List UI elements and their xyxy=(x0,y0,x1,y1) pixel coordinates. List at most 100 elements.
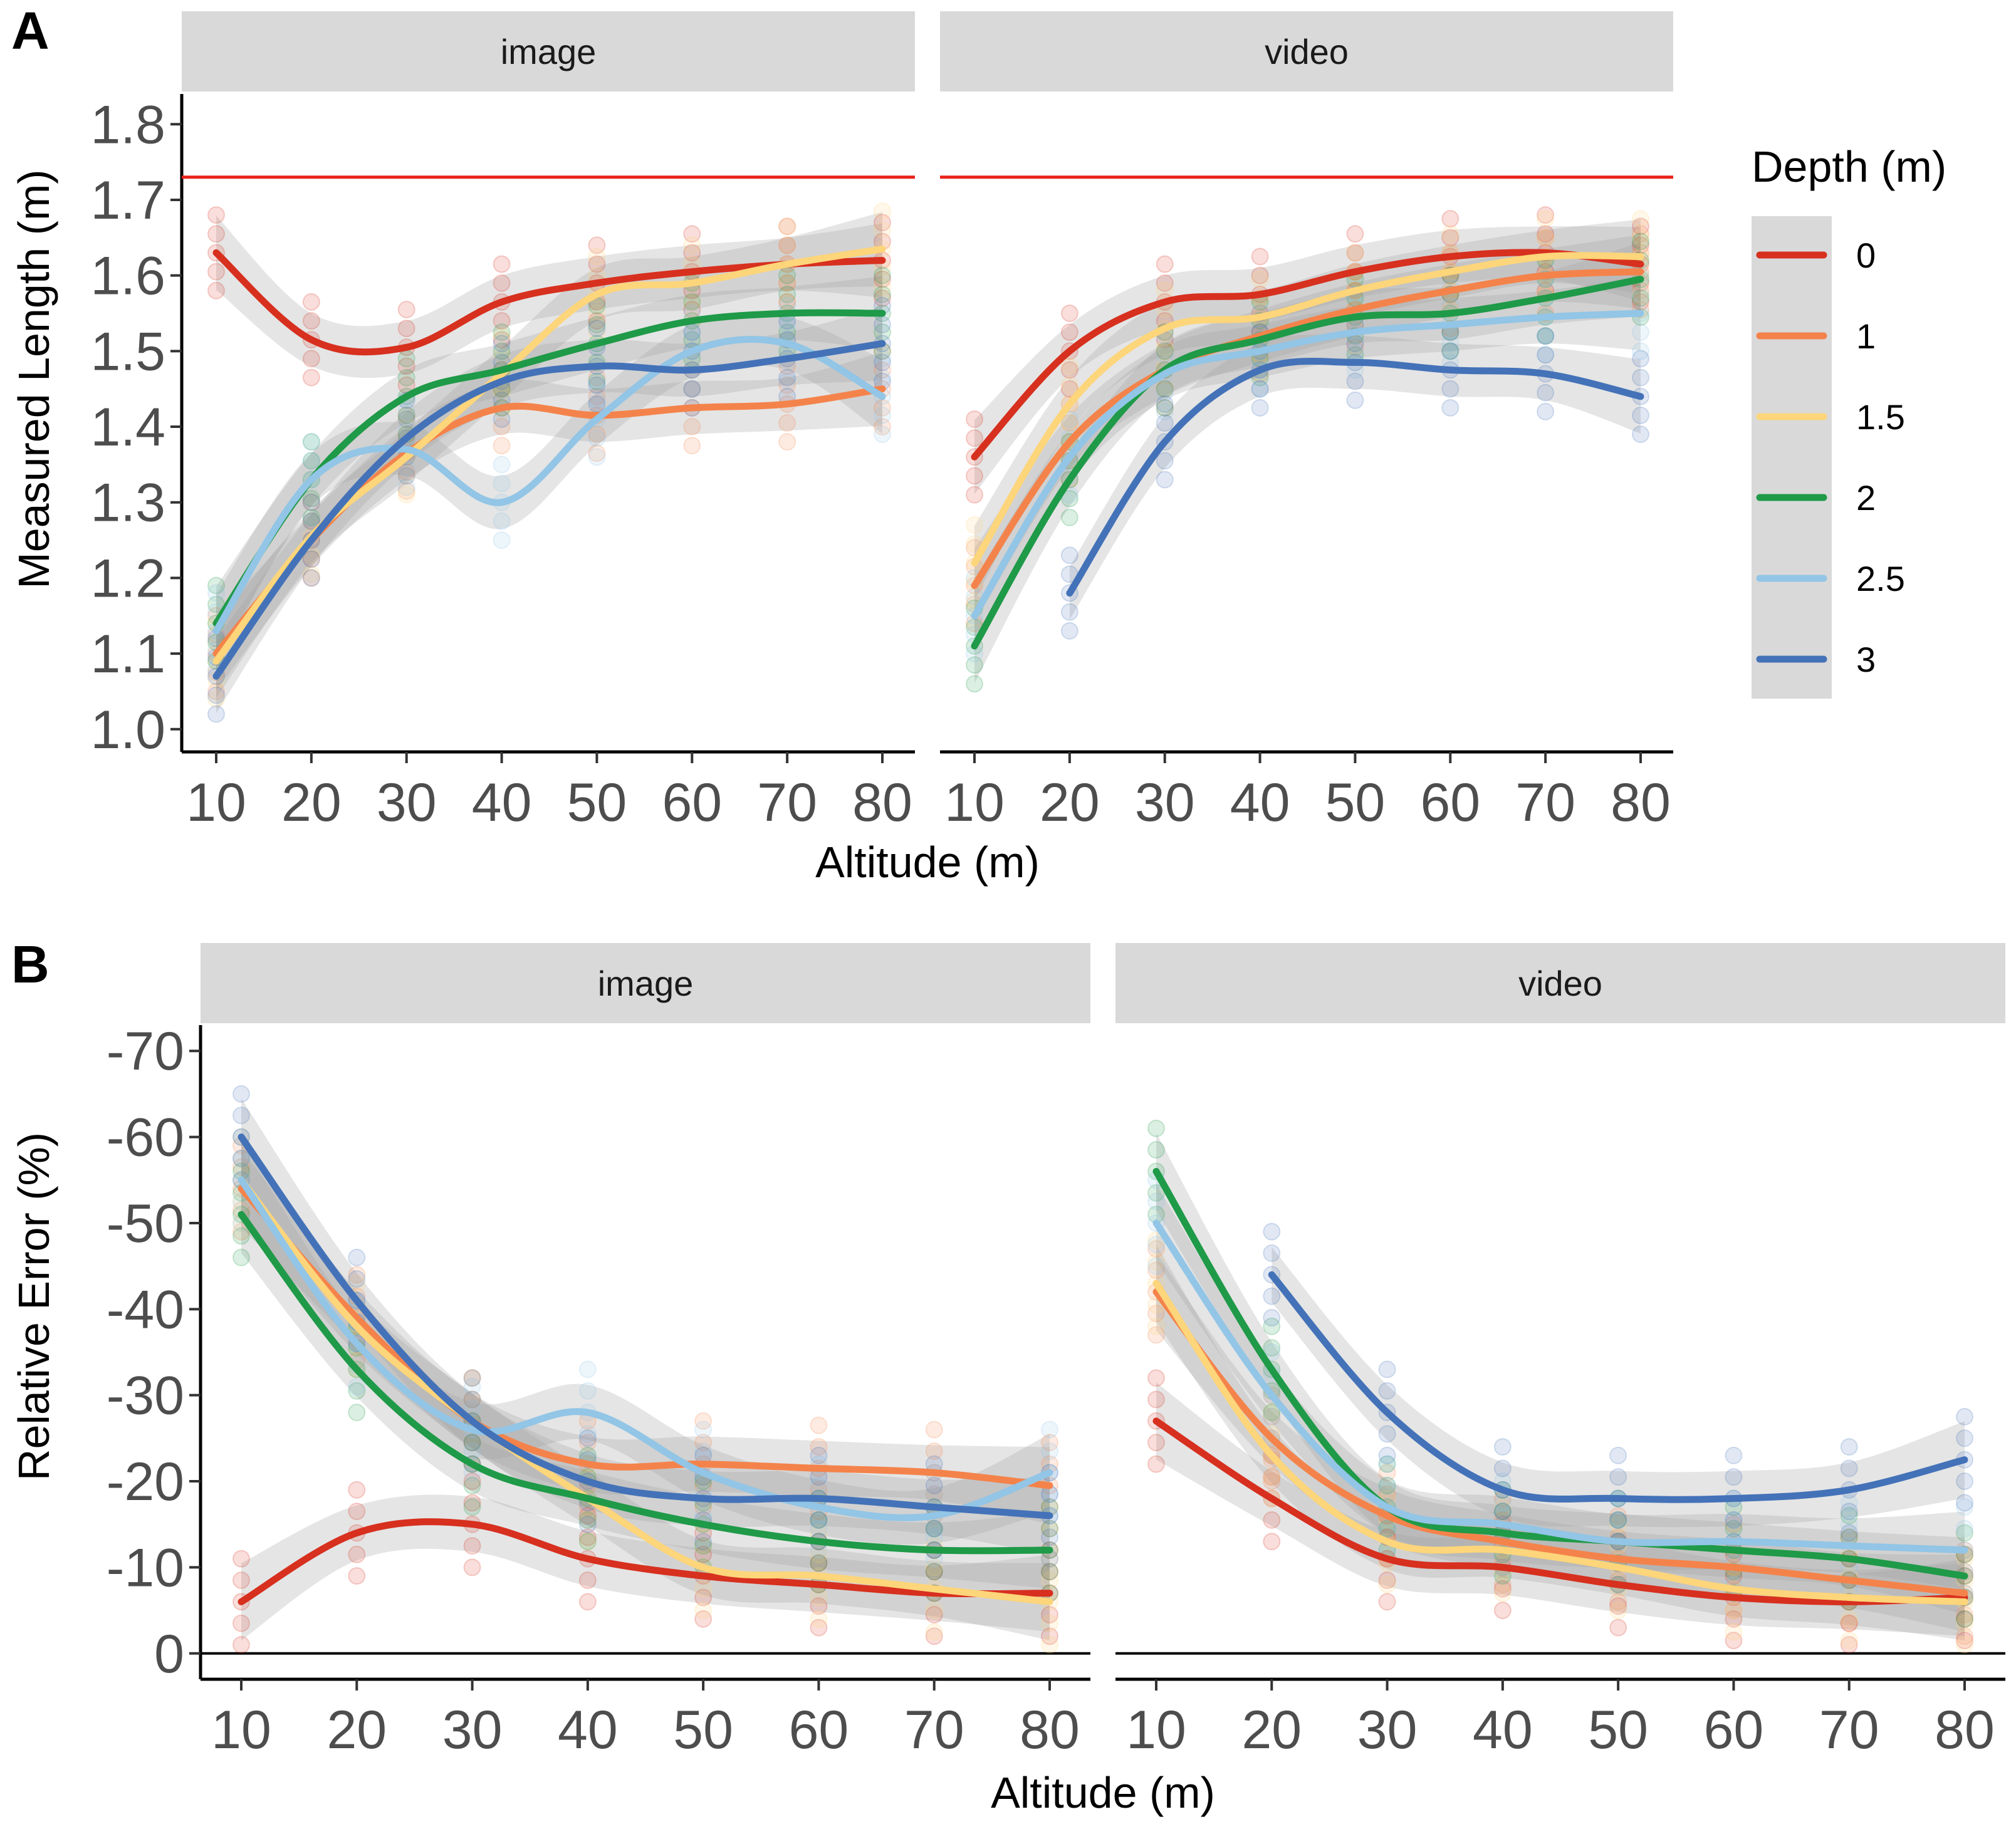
data-point xyxy=(1041,1434,1058,1452)
data-point xyxy=(1956,1627,1973,1645)
confidence-band-0 xyxy=(216,216,882,378)
y-tick-label: 1.1 xyxy=(90,624,165,684)
data-point xyxy=(1041,1627,1058,1645)
data-point xyxy=(925,1442,943,1460)
data-point xyxy=(302,312,320,330)
data-point xyxy=(1493,1498,1512,1516)
facet-strip xyxy=(1115,943,2005,1023)
y-tick-label: 1.3 xyxy=(90,473,165,533)
data-point xyxy=(463,1390,481,1409)
data-point xyxy=(1041,1420,1058,1439)
data-point xyxy=(1251,270,1269,288)
data-point xyxy=(397,467,415,485)
data-point xyxy=(1263,1408,1281,1426)
data-point xyxy=(1725,1515,1743,1533)
data-point xyxy=(397,402,415,420)
data-point xyxy=(1441,229,1460,247)
series-line-depth-3 xyxy=(1066,357,1644,597)
data-point xyxy=(683,380,701,398)
data-point xyxy=(578,1511,597,1529)
data-point xyxy=(348,1270,366,1288)
data-point xyxy=(1041,1442,1058,1460)
data-point xyxy=(778,368,796,387)
data-point xyxy=(1156,281,1174,300)
data-point xyxy=(1041,1605,1058,1623)
legend-label: 3 xyxy=(1856,640,1876,679)
x-tick-label: 10 xyxy=(186,773,246,833)
data-point xyxy=(397,357,415,375)
data-point xyxy=(463,1442,481,1460)
data-point xyxy=(694,1537,713,1555)
data-point xyxy=(1493,1494,1512,1512)
data-point xyxy=(232,1085,250,1103)
legend-label: 2.5 xyxy=(1856,559,1905,598)
data-point xyxy=(588,305,606,322)
data-point xyxy=(1156,380,1174,398)
data-point xyxy=(1263,1404,1281,1422)
x-tick-label: 40 xyxy=(472,773,532,833)
data-point xyxy=(463,1558,481,1576)
data-point xyxy=(302,569,320,587)
x-tick-label: 50 xyxy=(1325,773,1386,833)
data-point xyxy=(348,1266,366,1284)
data-point xyxy=(1632,229,1649,247)
data-point xyxy=(1537,327,1555,345)
data-point xyxy=(694,1412,713,1430)
data-point xyxy=(578,1425,597,1443)
series-line-depth-1-5 xyxy=(238,1176,1053,1605)
data-point xyxy=(588,387,606,405)
data-point xyxy=(1840,1610,1858,1628)
legend-label: 2 xyxy=(1856,478,1876,518)
data-point xyxy=(578,1528,597,1546)
data-point xyxy=(1956,1429,1973,1447)
x-tick-label: 20 xyxy=(1040,773,1100,833)
data-point xyxy=(778,274,796,292)
data-point xyxy=(1956,1614,1973,1632)
data-point xyxy=(397,406,415,424)
y-axis-title-a: Measured Length (m) xyxy=(9,169,58,588)
data-point xyxy=(493,512,511,530)
data-point xyxy=(302,512,320,530)
data-point xyxy=(1156,346,1174,364)
data-point xyxy=(302,489,320,508)
data-point xyxy=(1956,1519,1973,1538)
data-point xyxy=(1725,1511,1743,1529)
data-point xyxy=(1956,1498,1973,1516)
x-tick-label: 70 xyxy=(757,773,817,833)
data-point xyxy=(1493,1602,1512,1620)
data-point xyxy=(207,705,225,723)
data-point xyxy=(1378,1446,1396,1464)
data-point xyxy=(207,206,225,224)
x-tick-label: 70 xyxy=(1819,1700,1879,1760)
data-point xyxy=(966,656,983,674)
data-point xyxy=(588,425,606,444)
data-point xyxy=(925,1485,943,1503)
data-point xyxy=(874,221,891,239)
data-point xyxy=(302,512,320,530)
data-point xyxy=(1060,603,1079,621)
x-axis-title-a: Altitude (m) xyxy=(815,838,1040,887)
data-point xyxy=(1378,1455,1396,1473)
data-point xyxy=(1378,1382,1396,1400)
data-point xyxy=(1346,335,1364,353)
y-tick-label: -70 xyxy=(107,1021,184,1081)
data-point xyxy=(1537,327,1555,345)
data-point xyxy=(207,690,225,708)
data-point xyxy=(397,478,415,496)
x-axis-title-b: Altitude (m) xyxy=(991,1768,1215,1817)
x-tick-label: 50 xyxy=(1588,1700,1648,1760)
data-point xyxy=(1060,376,1079,394)
data-point xyxy=(1378,1593,1396,1611)
data-point xyxy=(1956,1610,1973,1628)
data-point xyxy=(1156,414,1174,432)
x-tick-label: 30 xyxy=(1135,773,1195,833)
data-point xyxy=(578,1429,597,1447)
data-point xyxy=(1041,1519,1058,1538)
data-point xyxy=(463,1498,481,1516)
data-point xyxy=(1156,399,1174,417)
data-point xyxy=(397,467,415,485)
data-point xyxy=(1156,380,1174,398)
data-point xyxy=(1060,546,1079,565)
data-point xyxy=(1609,1597,1627,1615)
data-point xyxy=(588,316,606,334)
